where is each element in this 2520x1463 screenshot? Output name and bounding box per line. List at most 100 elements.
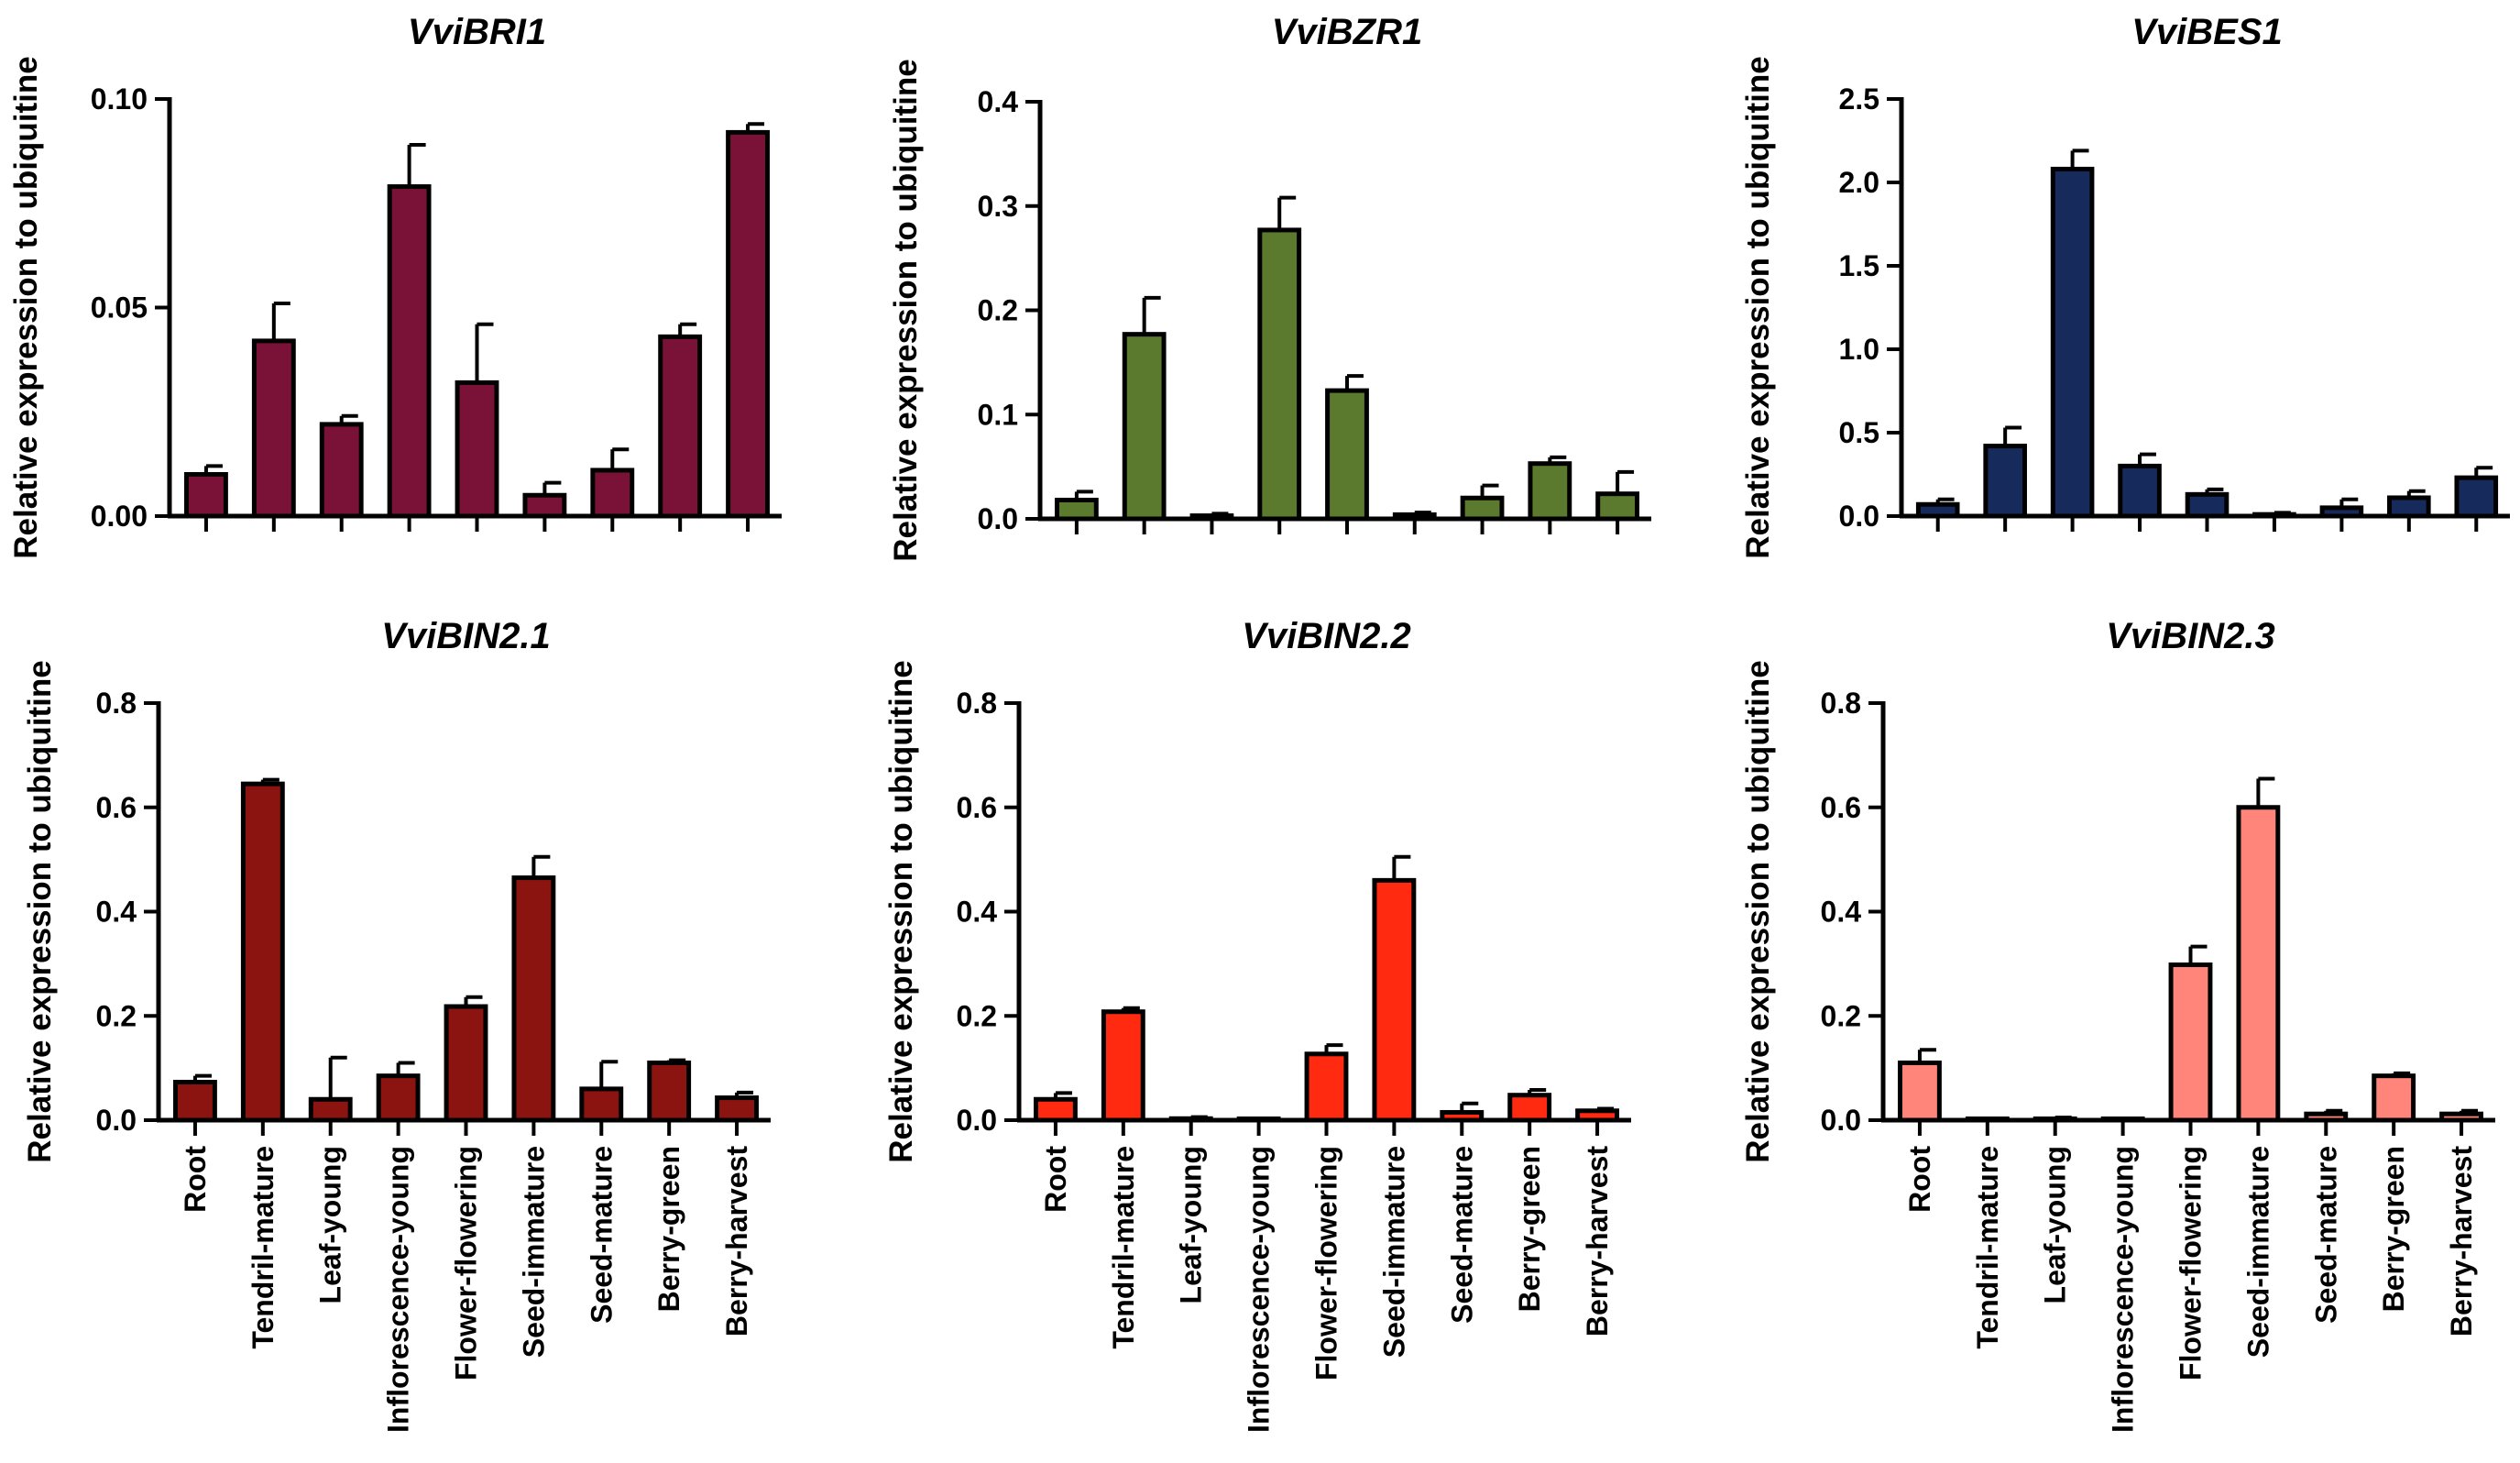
bar xyxy=(579,1086,624,1123)
bar xyxy=(1595,491,1640,522)
y-tick-label: 0.0 xyxy=(1821,1104,1861,1137)
bar xyxy=(2050,166,2095,519)
y-tick-label: 2.0 xyxy=(1839,166,1879,199)
x-tick-label: Flower-flowering xyxy=(450,1146,483,1380)
bar xyxy=(1257,227,1302,522)
y-tick-label: 0.2 xyxy=(957,999,997,1032)
bar xyxy=(2118,463,2162,519)
chart-panel-4: VviBIN2.1 Relative expression to ubiquiti… xyxy=(22,616,771,1433)
y-tick-label: 0.0 xyxy=(978,502,1018,535)
bar xyxy=(647,1060,692,1123)
bar xyxy=(726,129,770,519)
x-tick-label: Berry-harvest xyxy=(720,1146,753,1336)
bar xyxy=(1034,1096,1078,1123)
bar xyxy=(376,1073,421,1123)
chart-panel-1: VviBRI1 Relative expression to ubiquitine… xyxy=(8,12,782,559)
bar xyxy=(1304,1051,1349,1123)
chart-title: VviBIN2.1 xyxy=(381,616,551,656)
y-tick-label: 0.05 xyxy=(91,292,148,324)
y-tick-label: 0.5 xyxy=(1839,416,1879,449)
x-tick-label: Inflorescence-young xyxy=(1243,1146,1276,1433)
bar xyxy=(2372,1073,2416,1123)
x-tick-label: Berry-harvest xyxy=(1581,1146,1614,1336)
x-tick-label: Seed-mature xyxy=(1445,1146,1478,1324)
bar xyxy=(1983,444,2027,519)
x-tick-label: Seed-mature xyxy=(2309,1146,2342,1324)
bar xyxy=(1372,877,1417,1123)
y-tick-label: 1.5 xyxy=(1839,249,1879,282)
bar xyxy=(2454,475,2499,519)
bar xyxy=(319,422,364,519)
y-tick-label: 0.2 xyxy=(96,999,137,1032)
bar xyxy=(2236,805,2281,1123)
y-tick-label: 0.8 xyxy=(957,687,997,720)
y-tick-label: 0.10 xyxy=(91,82,148,116)
bar xyxy=(2387,495,2431,519)
x-tick-label: Tendril-mature xyxy=(1107,1146,1140,1349)
bar xyxy=(1507,1093,1552,1123)
y-axis-label: Relative expression to ubiquitine xyxy=(888,59,924,561)
chart-title: VviBES1 xyxy=(2131,12,2283,52)
bar xyxy=(1122,332,1167,522)
chart-title: VviBZR1 xyxy=(1272,12,1423,52)
y-tick-label: 0.00 xyxy=(91,500,148,533)
bar xyxy=(2185,491,2230,519)
x-tick-label: Seed-mature xyxy=(585,1146,618,1324)
y-tick-label: 0.4 xyxy=(978,85,1019,118)
chart-title: VviBRI1 xyxy=(408,12,546,52)
y-tick-label: 0.8 xyxy=(1821,687,1861,720)
y-tick-label: 0.2 xyxy=(1821,999,1861,1032)
bar xyxy=(1898,1060,1942,1123)
y-axis-label: Relative expression to ubiquitine xyxy=(1740,56,1776,558)
y-tick-label: 0.6 xyxy=(1821,791,1861,824)
y-tick-label: 0.8 xyxy=(96,687,137,720)
x-tick-label: Inflorescence-young xyxy=(2107,1146,2140,1433)
x-tick-label: Seed-immature xyxy=(1377,1146,1410,1358)
bar xyxy=(308,1096,353,1123)
bar xyxy=(1054,498,1099,522)
bar xyxy=(590,468,635,519)
y-axis-label: Relative expression to ubiquitine xyxy=(883,660,919,1162)
y-tick-label: 0.1 xyxy=(978,398,1018,431)
bar xyxy=(184,472,228,519)
bar xyxy=(1460,495,1505,522)
bar xyxy=(444,1004,488,1123)
bar xyxy=(173,1079,217,1123)
bar xyxy=(511,875,556,1123)
y-axis-label: Relative expression to ubiquitine xyxy=(22,660,58,1162)
bar xyxy=(1528,461,1572,522)
bar xyxy=(658,334,703,519)
y-tick-label: 0.0 xyxy=(1839,500,1879,533)
y-tick-label: 0.6 xyxy=(957,791,997,824)
bar xyxy=(1101,1009,1145,1123)
x-tick-label: Flower-flowering xyxy=(1310,1146,1343,1380)
x-tick-label: Berry-green xyxy=(1513,1146,1546,1312)
x-tick-label: Tendril-mature xyxy=(247,1146,279,1349)
y-tick-label: 1.0 xyxy=(1839,333,1879,366)
y-axis-label: Relative expression to ubiquitine xyxy=(8,56,44,558)
y-tick-label: 0.0 xyxy=(957,1104,997,1137)
chart-title: VviBIN2.2 xyxy=(1242,616,1411,656)
x-tick-label: Flower-flowering xyxy=(2175,1146,2208,1380)
bar xyxy=(715,1095,759,1123)
bar xyxy=(522,492,567,519)
bar xyxy=(1325,388,1369,522)
x-tick-label: Seed-immature xyxy=(2241,1146,2274,1358)
x-tick-label: Berry-harvest xyxy=(2445,1146,2478,1336)
y-tick-label: 0.4 xyxy=(957,896,998,929)
x-tick-label: Leaf-young xyxy=(1175,1146,1208,1304)
chart-panel-3: VviBES1 Relative expression to ubiquitine… xyxy=(1740,12,2510,559)
x-tick-label: Inflorescence-young xyxy=(382,1146,415,1433)
bar xyxy=(455,380,499,519)
x-tick-label: Tendril-mature xyxy=(1971,1146,2004,1349)
y-tick-label: 0.3 xyxy=(978,190,1018,223)
bar xyxy=(240,781,285,1123)
x-tick-label: Root xyxy=(179,1146,212,1213)
x-tick-label: Root xyxy=(1039,1146,1072,1213)
y-axis-label: Relative expression to ubiquitine xyxy=(1740,660,1776,1162)
y-tick-label: 0.6 xyxy=(96,791,137,824)
y-tick-label: 0.4 xyxy=(96,896,137,929)
x-tick-label: Seed-immature xyxy=(517,1146,550,1358)
x-tick-label: Leaf-young xyxy=(314,1146,347,1304)
